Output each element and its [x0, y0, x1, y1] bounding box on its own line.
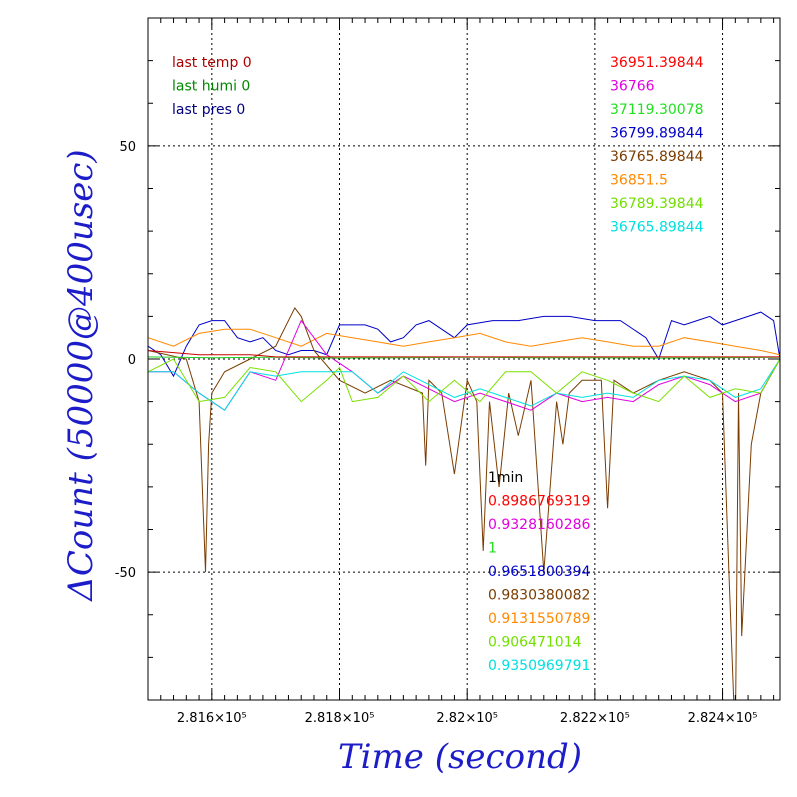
legend-entry: 37119.30078 — [610, 102, 704, 118]
legend-entry: 0.9651800394 — [488, 564, 591, 580]
series-line — [148, 319, 780, 411]
legend-entry: 36951.39844 — [610, 55, 704, 71]
x-tick-label: 2.822×10⁵ — [560, 711, 630, 726]
legend-entry: 0.9350969791 — [488, 658, 590, 674]
y-tick-label: -50 — [115, 566, 136, 581]
legend-left: last temp 0 last humi 0 last pres 0 — [172, 55, 252, 118]
legend-entry: last humi 0 — [172, 79, 250, 95]
grid — [148, 18, 780, 700]
legend-entry: 36789.39844 — [610, 196, 704, 212]
series-layer — [148, 306, 780, 700]
y-tick-label: 0 — [128, 353, 136, 368]
ticks: 2.816×10⁵ 2.818×10⁵ 2.82×10⁵ 2.822×10⁵ 2.824… — [115, 17, 780, 726]
x-tick-label: 2.82×10⁵ — [436, 711, 498, 726]
legend-entry: 36799.89844 — [610, 126, 704, 142]
series-line — [148, 306, 780, 700]
x-tick-label: 2.824×10⁵ — [688, 711, 758, 726]
legend-entry: 0.906471014 — [488, 635, 582, 651]
legend-entry: 0.9328160286 — [488, 517, 591, 533]
legend-entry: 36851.5 — [610, 173, 668, 189]
legend-entry: 36765.89844 — [610, 220, 704, 236]
x-tick-label: 2.818×10⁵ — [305, 711, 375, 726]
series-line — [148, 350, 780, 358]
y-axis-title: ΔCount (50000@400usec) — [61, 149, 101, 602]
series-line — [148, 311, 780, 378]
legend-entry: 36765.89844 — [610, 149, 704, 165]
x-axis-title: Time (second) — [338, 737, 582, 777]
legend-entry: last pres 0 — [172, 102, 245, 118]
legend-entry: 0.8986769319 — [488, 494, 590, 510]
legend-entry: last temp 0 — [172, 55, 252, 71]
x-tick-label: 2.816×10⁵ — [177, 711, 247, 726]
legend-entry: 1 — [488, 541, 497, 557]
legend-right: 36951.39844 36766 37119.30078 36799.89844 36… — [610, 55, 704, 236]
series-line — [148, 358, 780, 411]
legend-entry: 1min — [488, 470, 523, 486]
legend-entry: 0.9830380082 — [488, 588, 590, 604]
legend-bottom: 1min 0.8986769319 0.9328160286 1 0.965180039… — [488, 470, 591, 674]
y-tick-label: 50 — [119, 140, 136, 155]
legend-entry: 0.9131550789 — [488, 611, 590, 627]
legend-entry: 36766 — [610, 79, 655, 95]
series-line — [148, 358, 780, 403]
series-line — [148, 328, 780, 356]
